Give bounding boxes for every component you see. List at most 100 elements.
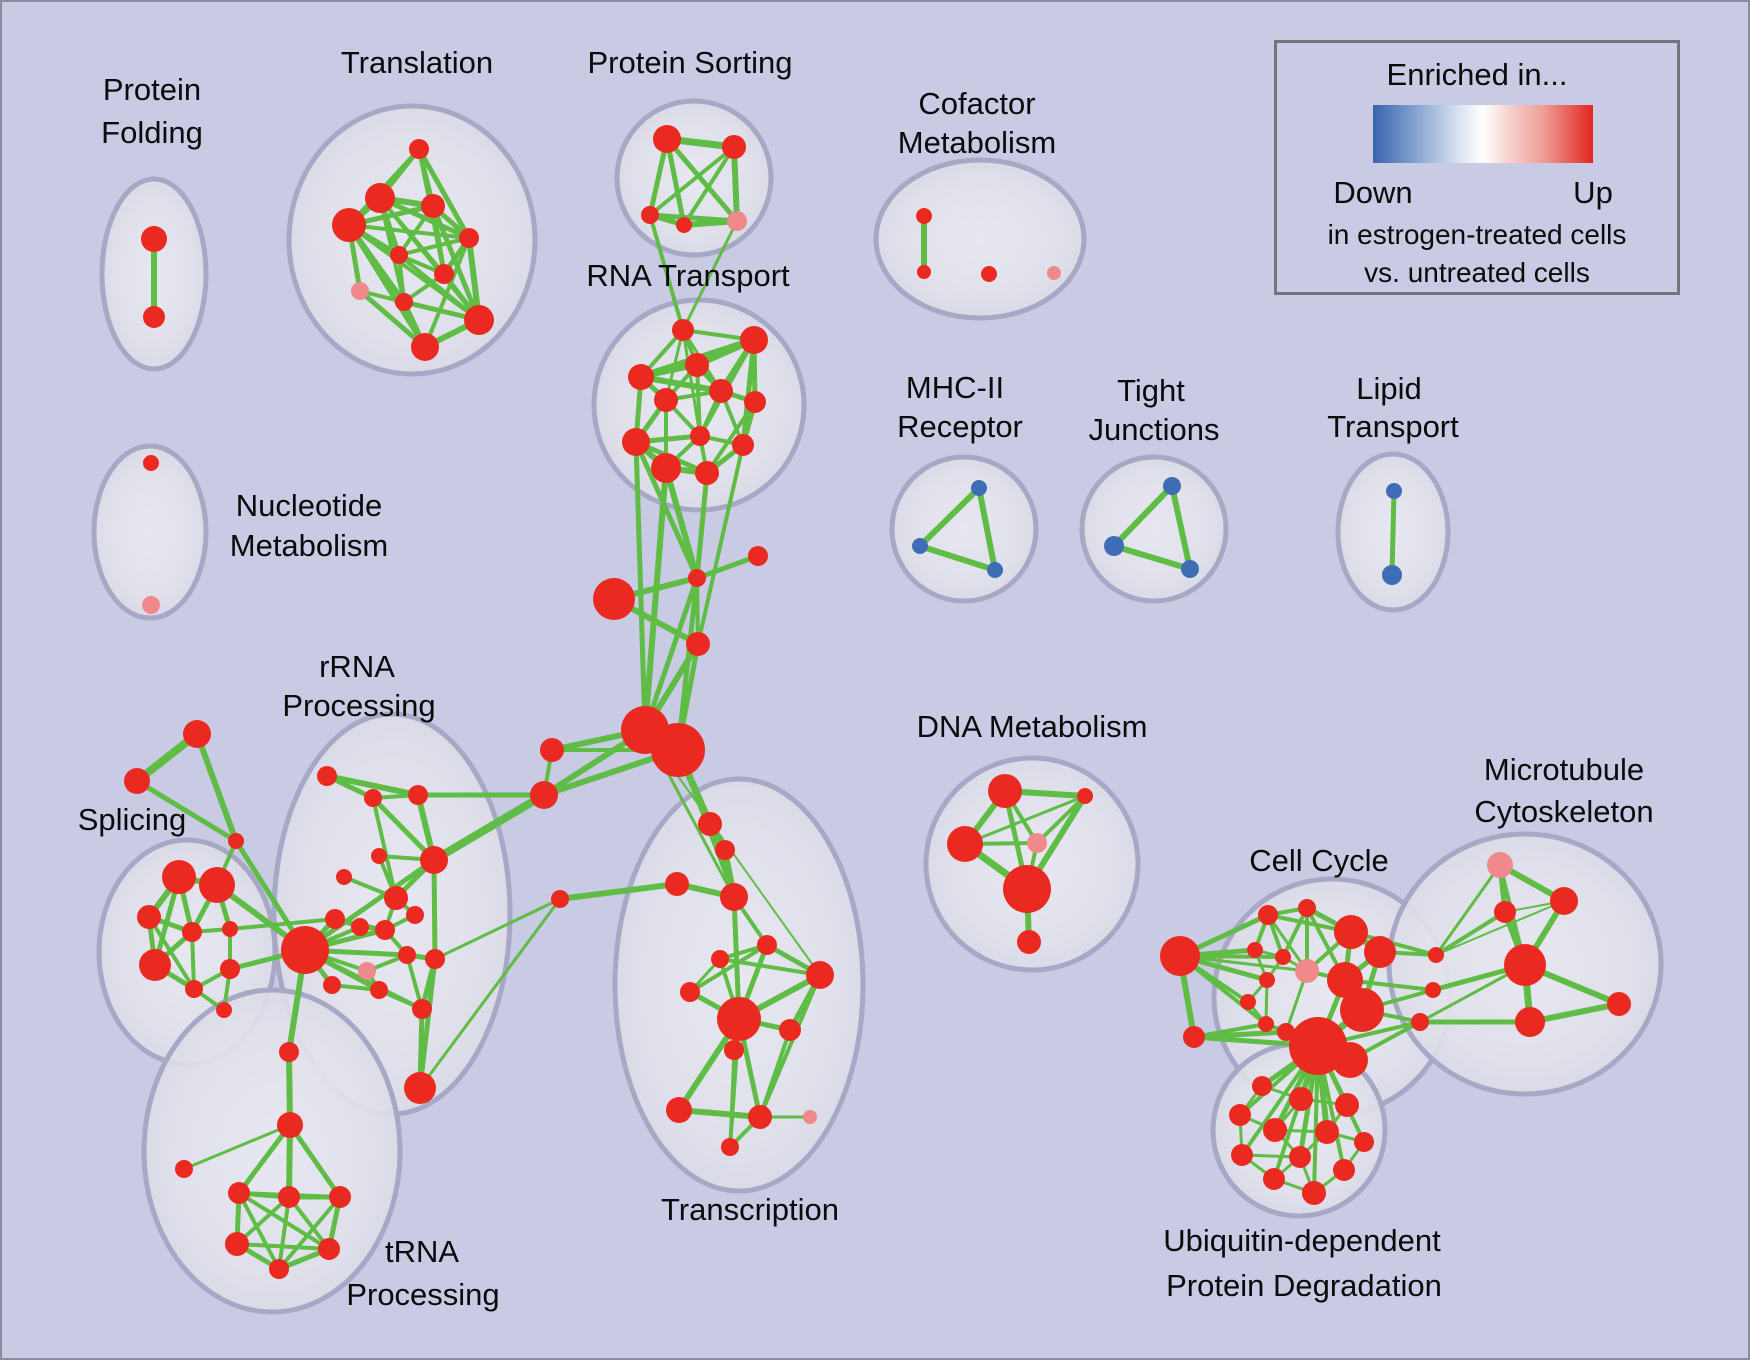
node-ps3 [641,206,659,224]
cluster-ellipse-tight-junctions [1079,454,1229,604]
edge-t4-t5 [347,223,471,240]
node-tp6 [225,1232,249,1256]
node-rp12 [281,926,329,974]
edge-br1-mt1 [1434,863,1502,957]
node-tr10 [779,1019,801,1041]
cluster-label-splicing-line1: Splicing [78,802,187,837]
node-s2 [199,867,235,903]
edge-ps3-r1 [648,213,685,332]
cluster-label-transcription-line1: Transcription [661,1192,839,1227]
node-lt1 [1386,483,1402,499]
node-rp6 [384,886,408,910]
node-tr6 [711,950,729,968]
edge-rp1-rp3 [324,773,421,798]
node-s7 [185,980,203,998]
edge-mt5-mt6 [1527,1001,1622,1025]
node-t4 [332,208,366,242]
node-cc13 [1277,1023,1295,1041]
node-cc11 [1340,988,1384,1032]
cluster-label-protein-folding-line2: Folding [101,115,203,150]
edge-rp2-rp7 [370,795,437,863]
node-s9 [216,1002,232,1018]
node-rp8 [406,906,424,924]
node-d4 [1027,833,1047,853]
node-u1 [1252,1076,1272,1096]
node-cc0 [1160,936,1200,976]
node-c3 [593,578,635,620]
node-r10 [732,434,754,456]
node-u2 [1289,1087,1313,1111]
edge-d2-d3 [963,794,1087,846]
cluster-label-trna-processing-line1: tRNA [385,1234,459,1269]
edge-b1-tr3 [557,881,680,902]
node-s6 [139,949,171,981]
node-cc7 [1295,959,1319,983]
node-br3 [1411,1013,1429,1031]
edge-tj1-tj2 [1111,483,1175,549]
node-x2 [124,768,150,794]
edge-r7-r12 [705,400,757,475]
node-lt2 [1382,565,1402,585]
node-tj2 [1104,536,1124,556]
legend-box: Enriched in... Down Up in estrogen-treat… [1274,40,1680,295]
node-t2 [365,183,395,213]
node-r5 [654,388,678,412]
node-tp7 [318,1238,340,1260]
node-rp17 [370,981,388,999]
edge-s5-rp9 [228,917,337,931]
node-m2 [912,538,928,554]
node-t5 [459,228,479,248]
node-r1 [672,319,694,341]
cluster-label-lipid-transport-line2: Transport [1327,409,1459,444]
cluster-label-ubiquitin-dependent-protein-degradation-line2: Protein Degradation [1166,1268,1442,1303]
node-mt1 [1487,852,1513,878]
cluster-label-mhc-ii-receptor-line2: Receptor [897,409,1023,444]
node-rp7 [420,846,448,874]
edge-n2-rp7 [430,791,548,864]
node-pf2 [143,306,165,328]
node-u6 [1315,1120,1339,1144]
node-tr5 [757,935,777,955]
edge-r11-h1 [642,465,669,733]
edge-tp3-tp8 [237,1191,281,1271]
legend-down-label: Down [1333,175,1413,210]
edge-tp4-tp8 [277,1195,291,1271]
node-rp1 [317,766,337,786]
node-tj3 [1181,560,1199,578]
edge-r12-c1 [694,470,710,581]
cluster-label-rrna-processing-line2: Processing [282,688,435,723]
node-r9 [690,426,710,446]
node-s1 [162,860,196,894]
node-d6 [1017,930,1041,954]
edge-r2-r10 [740,337,757,448]
node-d5 [1003,865,1051,913]
edge-ps1-ps4 [664,136,687,228]
node-cc10 [1240,994,1256,1010]
node-tr4 [720,883,748,911]
cluster-label-cell-cycle-line1: Cell Cycle [1249,843,1389,878]
node-cc5 [1247,942,1263,958]
node-cm1 [916,208,932,224]
edge-tj2-tj3 [1111,543,1193,572]
node-tr14 [803,1110,817,1124]
node-x3 [228,833,244,849]
cluster-ellipse-cofactor-metabolism [873,157,1087,321]
edge-cc2-cc6 [1281,906,1309,959]
node-t7 [434,264,454,284]
edge-ps2-ps4 [682,145,736,227]
node-cc0b [1183,1026,1205,1048]
node-cm2 [917,265,931,279]
node-cc4 [1364,936,1396,968]
edge-b1-rp19 [418,897,562,1090]
cluster-label-microtubule-cytoskeleton-line2: Cytoskeleton [1474,794,1653,829]
node-rp20 [279,1042,299,1062]
node-s8 [220,959,240,979]
node-r12 [695,461,719,485]
edge-tp1-tp5 [287,1122,343,1200]
edge-c1-c2 [694,553,761,581]
node-tr7 [806,961,834,989]
node-t6 [390,246,408,264]
node-cc15 [1332,1042,1368,1078]
edge-r8-c1 [633,439,700,581]
